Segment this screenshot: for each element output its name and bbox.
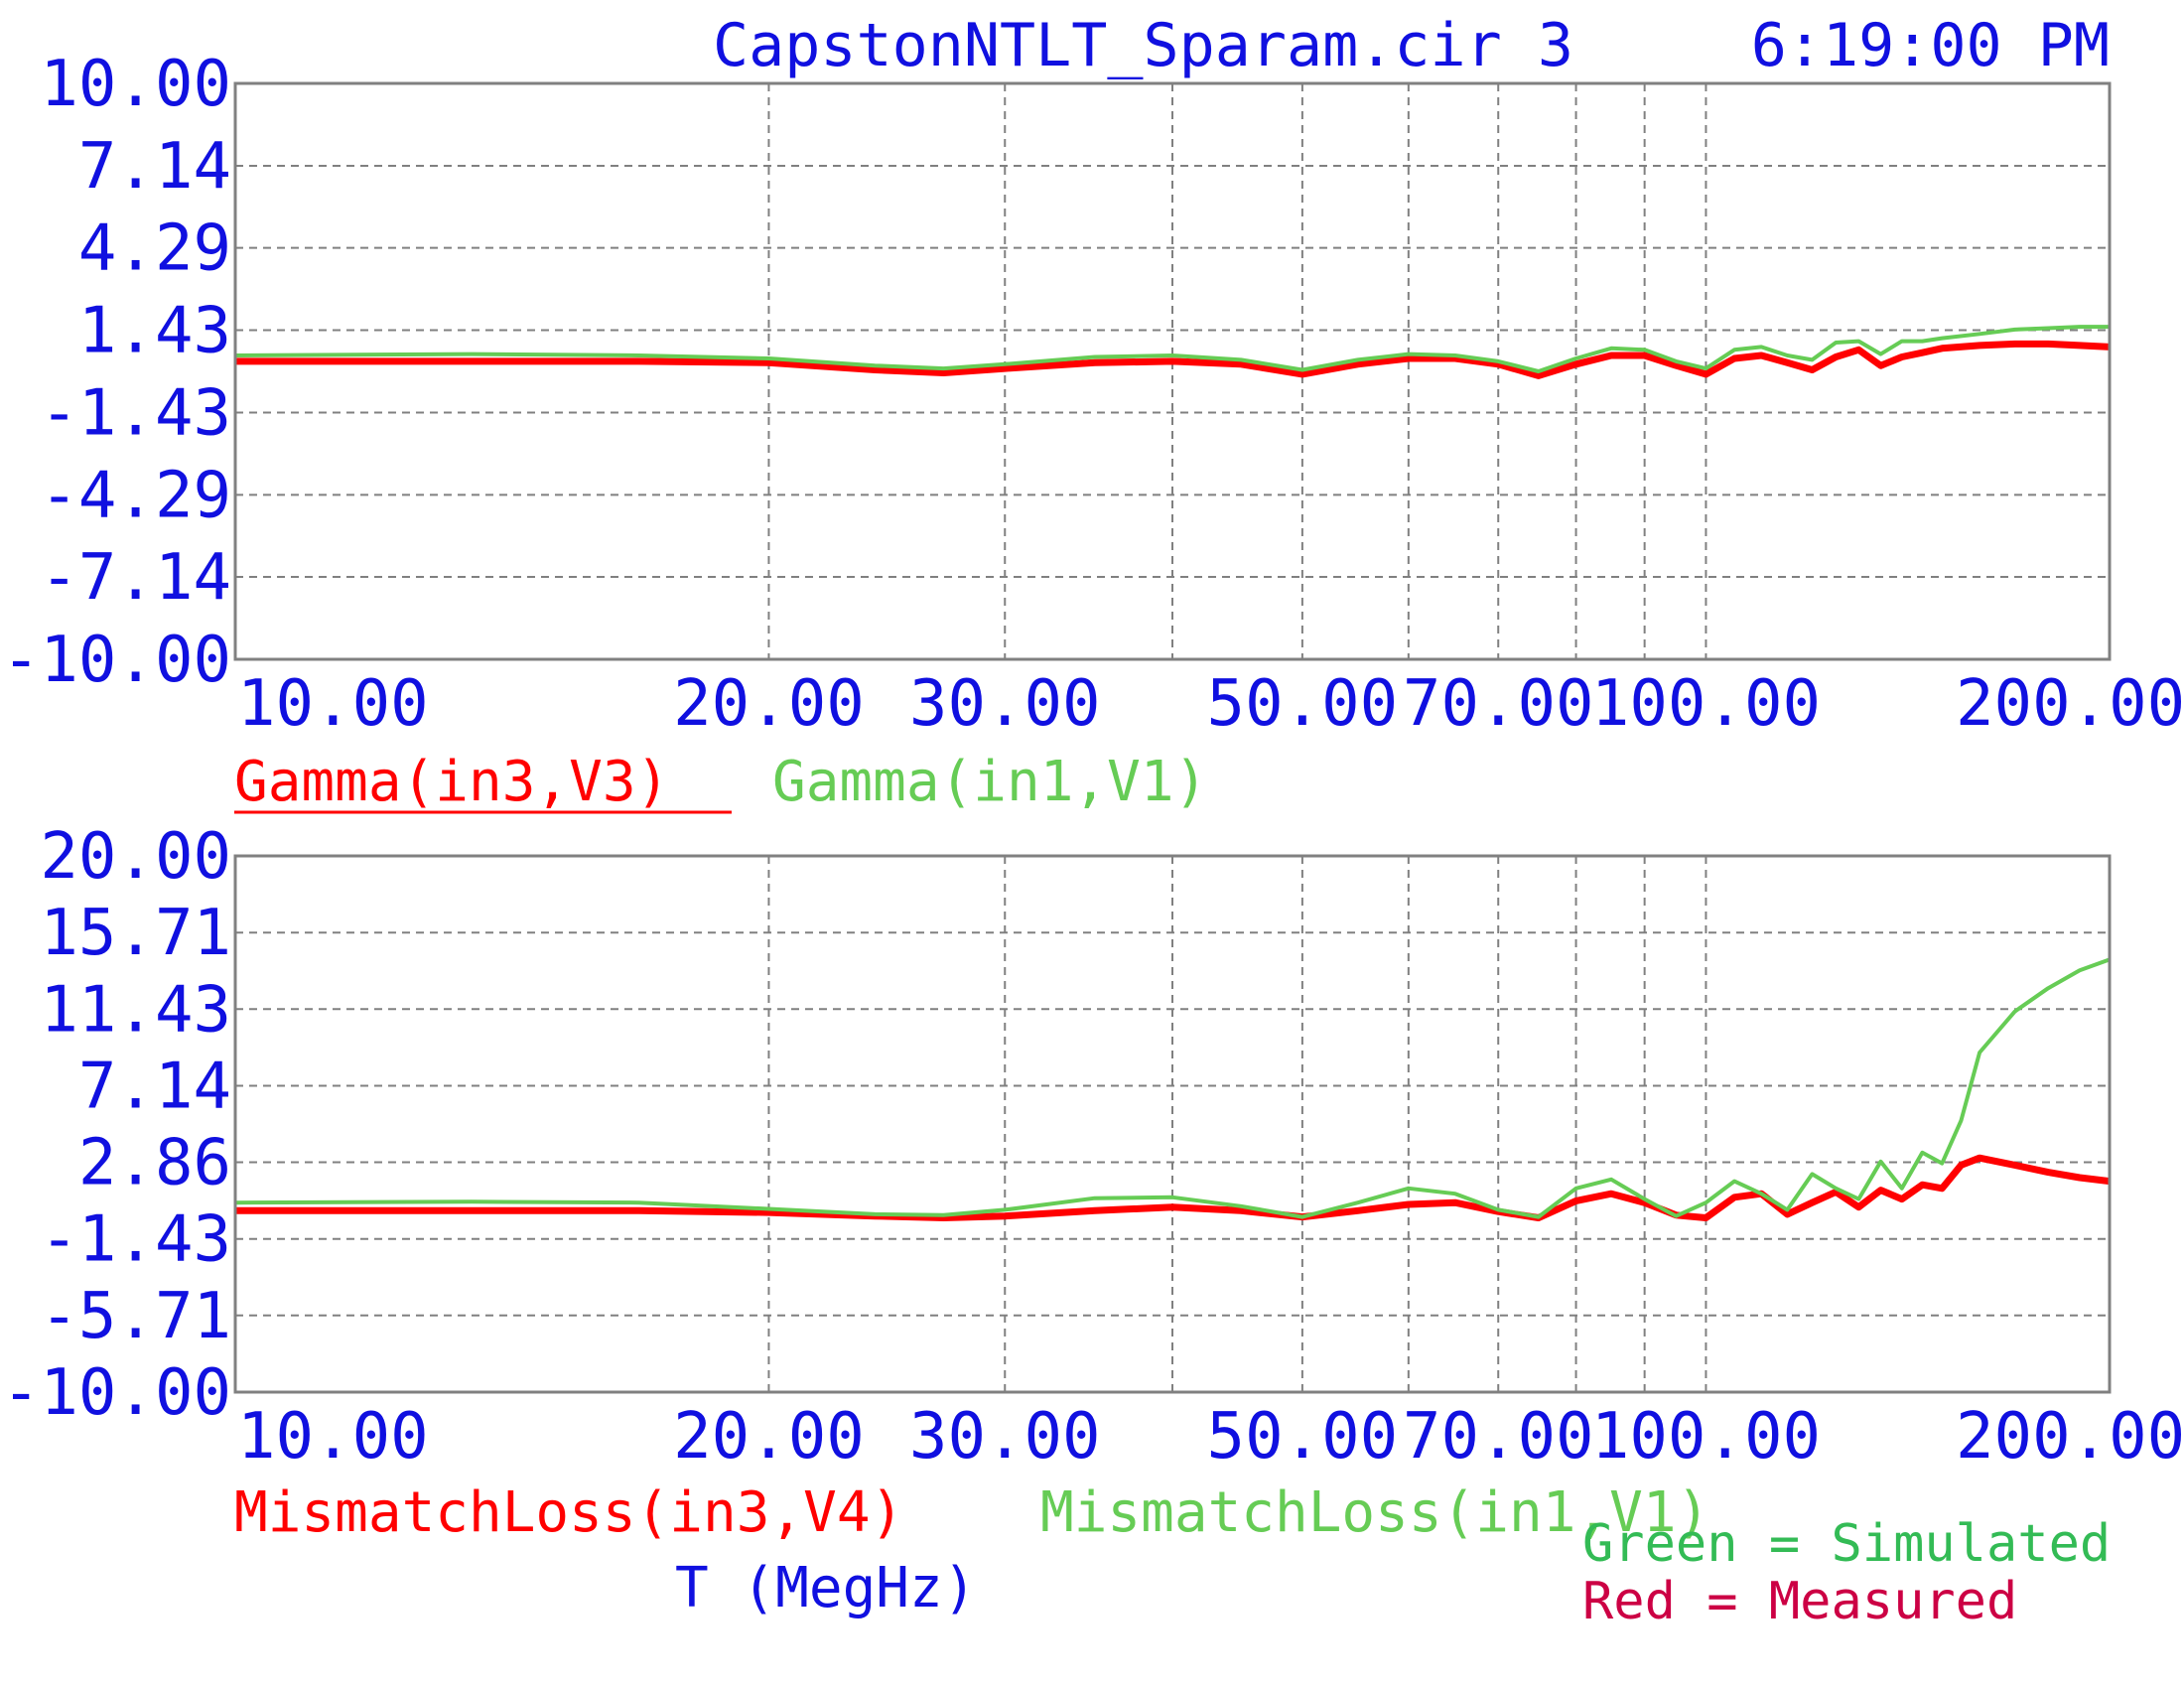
- gamma-plot-series: [234, 325, 2111, 379]
- y-tick-label: 2.86: [78, 1127, 231, 1200]
- y-tick-label: -7.14: [40, 541, 231, 615]
- x-tick-label: 200.00: [1956, 1400, 2184, 1474]
- series-line-red: [235, 340, 2111, 379]
- y-tick-label: -1.43: [40, 1203, 231, 1277]
- y-tick-label: 4.29: [78, 212, 231, 286]
- mismatch-plot-grid: [235, 855, 2110, 1393]
- series-line-green: [234, 325, 2110, 373]
- gamma-plot: 10.00 7.14 4.29 1.43 -1.43 -4.29 -7.14 -10.00 1…: [2, 48, 2184, 741]
- x-tick-label: 10.00: [237, 1400, 429, 1474]
- legend-gamma-in1-v1: Gamma(in1,V1): [772, 750, 1207, 814]
- y-tick-label: 1.43: [78, 295, 231, 368]
- x-tick-label: 30.00: [909, 1400, 1101, 1474]
- gamma-y-tick-labels: 10.00 7.14 4.29 1.43 -1.43 -4.29 -7.14 -10.00: [2, 48, 231, 697]
- note-simulated: Green = Simulated: [1582, 1514, 2111, 1574]
- x-tick-label: 20.00: [673, 1400, 865, 1474]
- y-tick-label: 7.14: [78, 1050, 231, 1123]
- legend-mismatchloss-in3-v4: MismatchLoss(in3,V4): [234, 1480, 903, 1545]
- x-axis-label: T (MegHz): [675, 1556, 976, 1620]
- x-tick-label: 30.00: [909, 667, 1101, 741]
- mismatch-plot-series: [234, 957, 2111, 1221]
- gamma-legend: Gamma(in3,V3) Gamma(in1,V1): [234, 750, 1207, 814]
- y-tick-label: -10.00: [2, 624, 231, 697]
- x-tick-label: 200.00: [1956, 667, 2184, 741]
- y-tick-label: 11.43: [40, 973, 231, 1047]
- chart-timestamp: 6:19:00 PM: [1751, 11, 2110, 80]
- series-line-green: [234, 957, 2111, 1219]
- mismatch-plot-frame: [233, 854, 2112, 1394]
- chart-title: CapstonNTLT_Sparam.cir 3: [713, 11, 1573, 80]
- mismatch-legend: MismatchLoss(in3,V4) MismatchLoss(in1,V1…: [234, 1480, 1709, 1545]
- x-tick-label: 20.00: [673, 667, 865, 741]
- x-tick-label: 50.00: [1207, 1400, 1399, 1474]
- x-tick-label: 100.00: [1591, 1400, 1821, 1474]
- y-tick-label: -5.71: [40, 1280, 231, 1353]
- x-tick-label: 100.00: [1591, 667, 1821, 741]
- x-tick-label: 10.00: [237, 667, 429, 741]
- gamma-plot-frame: [233, 81, 2112, 661]
- y-tick-label: 20.00: [40, 820, 231, 894]
- note-measured: Red = Measured: [1582, 1572, 2017, 1631]
- y-tick-label: -4.29: [40, 459, 231, 532]
- x-tick-label: 70.00: [1403, 667, 1594, 741]
- mismatch-loss-plot: 20.0015.7111.437.142.86-1.43-5.71-10.00 …: [2, 820, 2184, 1474]
- gamma-plot-grid: [235, 82, 2110, 660]
- y-tick-label: 10.00: [40, 48, 231, 121]
- y-tick-label: -10.00: [2, 1356, 231, 1430]
- legend-mismatchloss-in1-v1: MismatchLoss(in1,V1): [1040, 1480, 1709, 1545]
- x-tick-label: 50.00: [1207, 667, 1399, 741]
- y-tick-label: -1.43: [40, 376, 231, 450]
- legend-gamma-in3-v3: Gamma(in3,V3): [234, 750, 669, 814]
- x-tick-label: 70.00: [1403, 1400, 1594, 1474]
- series-line-red: [235, 1154, 2111, 1221]
- y-tick-label: 15.71: [40, 897, 231, 970]
- y-tick-label: 7.14: [78, 130, 231, 204]
